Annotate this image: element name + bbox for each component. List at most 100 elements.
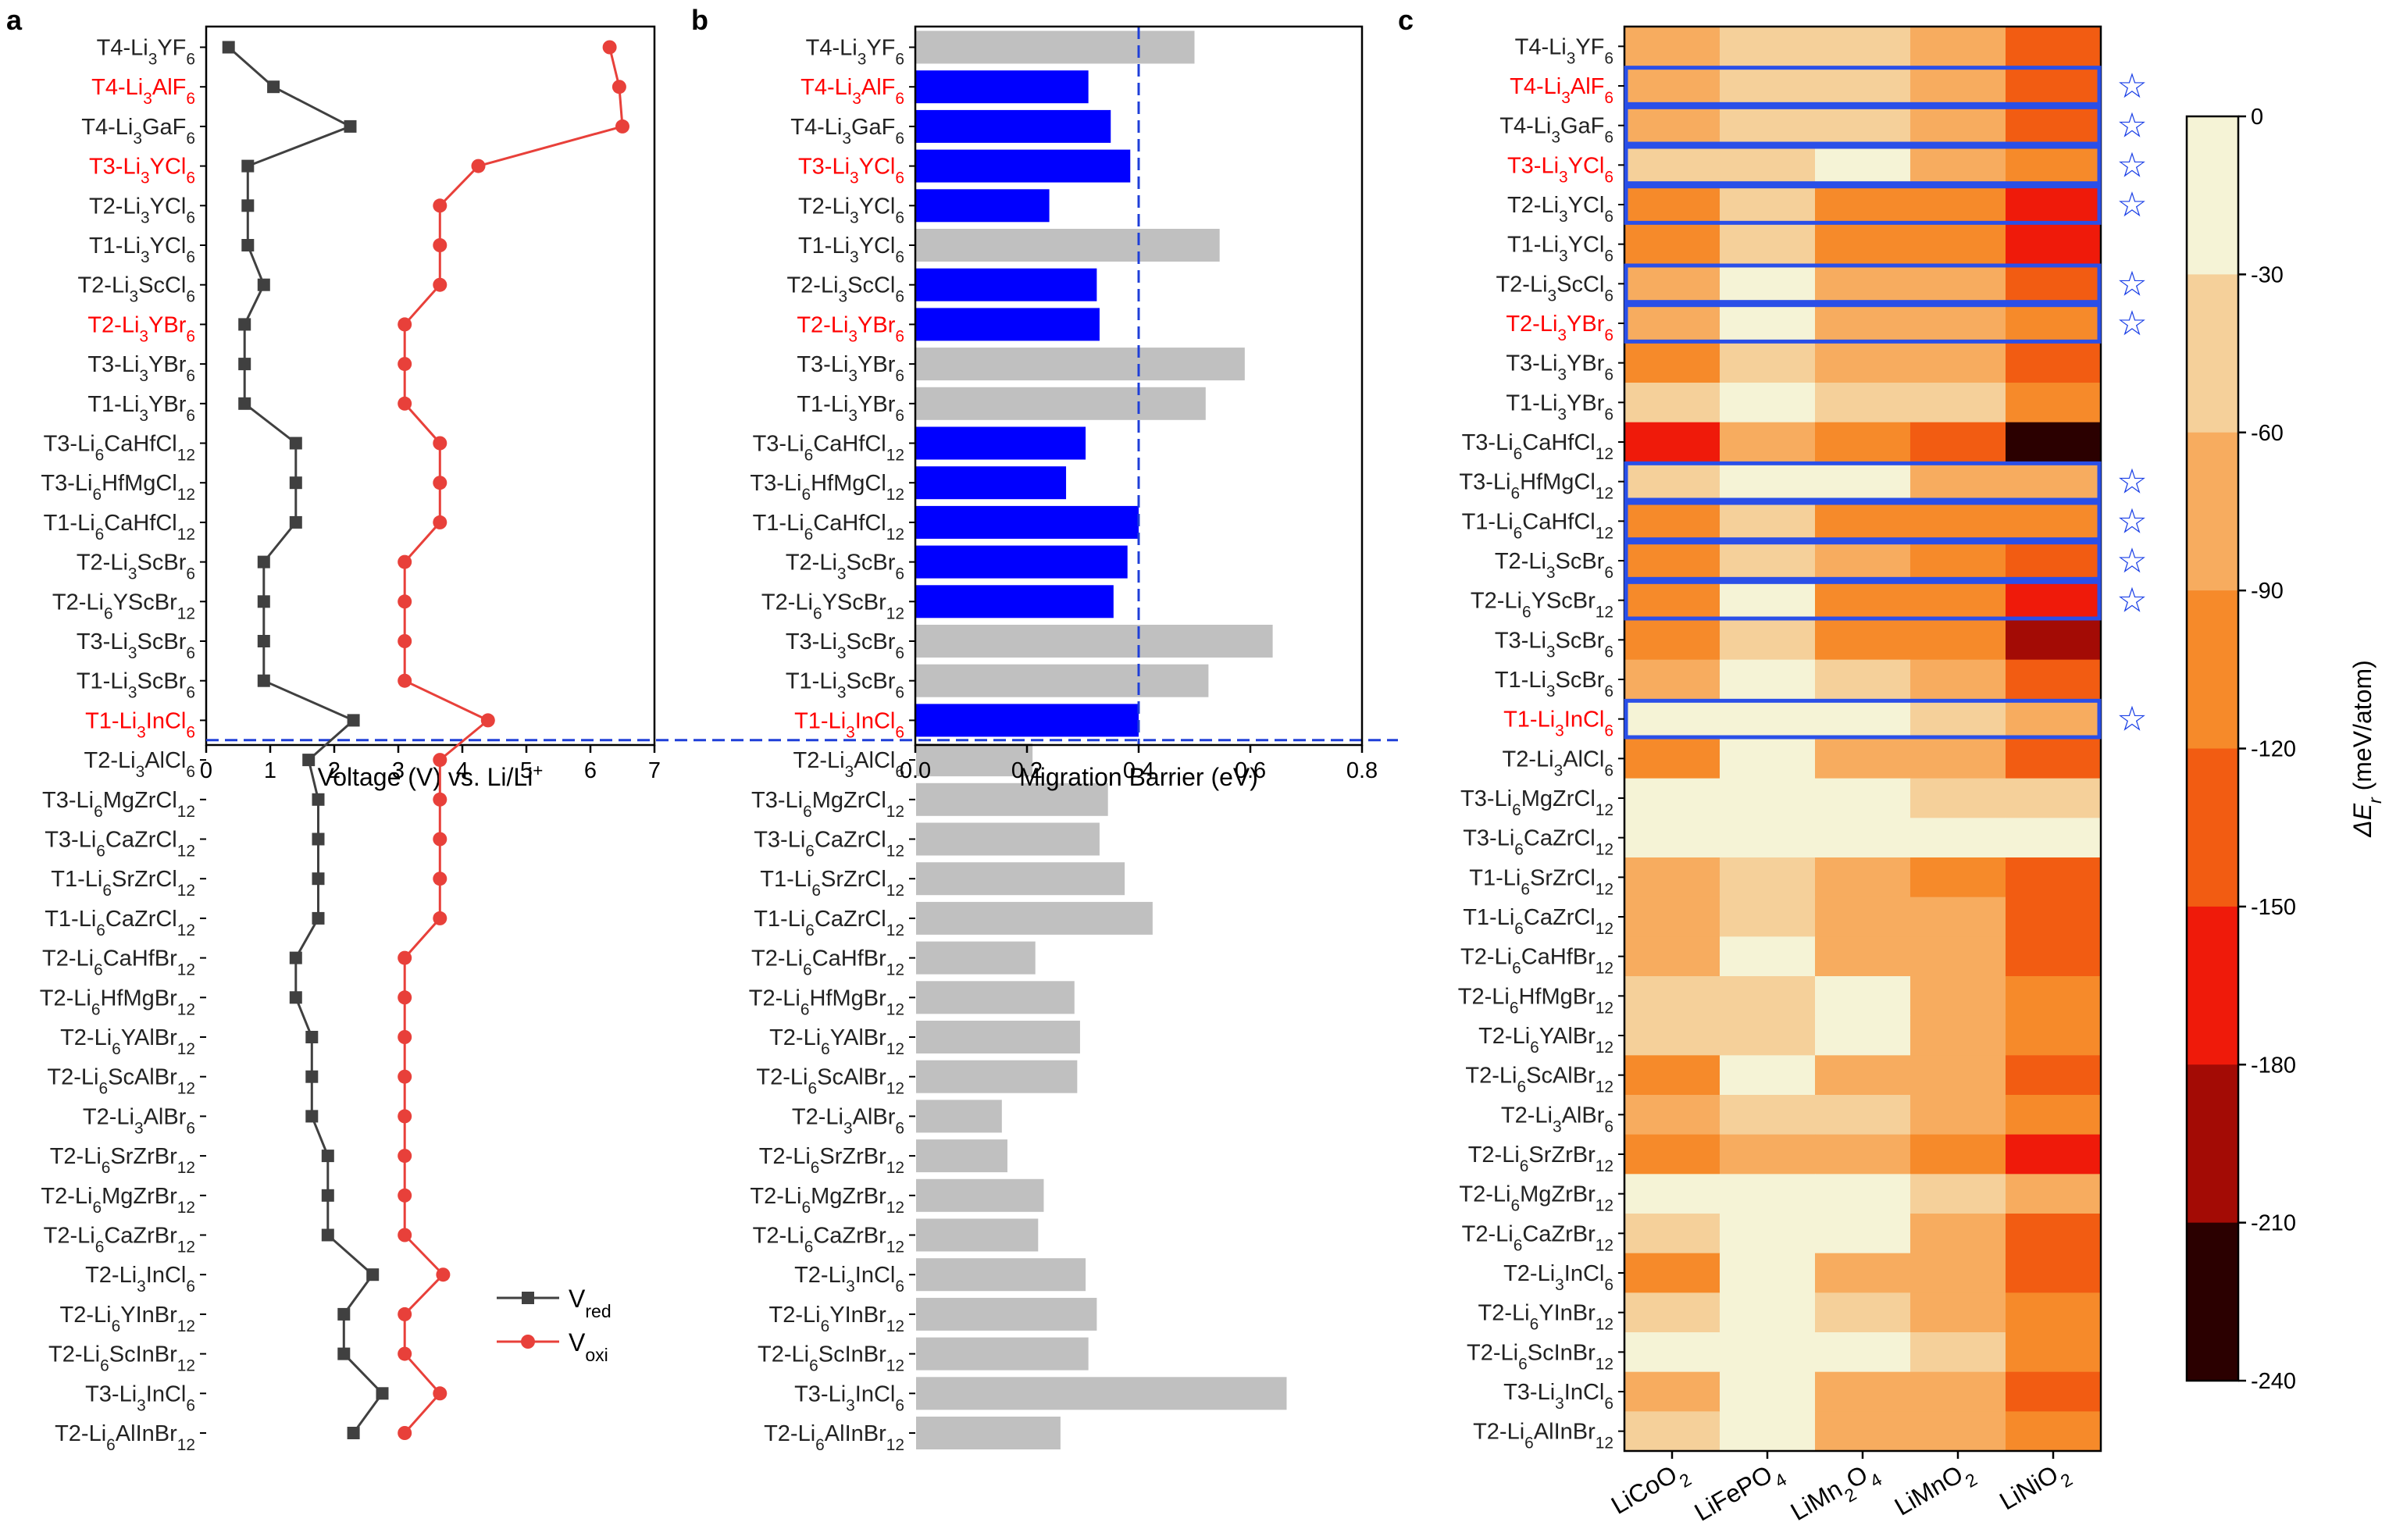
bar-highlighted [916,189,1050,223]
subscript: 3 [1559,208,1568,226]
heatmap-cell [1720,1134,1816,1175]
legend-label: Vred [569,1285,612,1321]
subscript: 6 [186,683,195,701]
heatmap-cell [2006,66,2102,106]
text-part: ScBr [847,629,896,654]
text-part: T4-Li [97,36,148,61]
text-part: T2-Li [60,1025,112,1050]
heatmap-cell [1815,343,1911,383]
y-tick-label: T2-Li6MgZrBr12 [41,1184,195,1217]
y-tick-label: T4-Li3GaF6 [81,115,195,148]
text-part: T2-Li [47,1065,98,1090]
text-part: T2-Li [1478,1024,1530,1049]
subscript: 6 [895,1278,904,1296]
text-part: T2-Li [77,551,128,576]
text-part: T2-Li [40,986,91,1011]
text-part: T2-Li [41,1184,92,1209]
y-tick-label: T4-Li3YF6 [806,36,904,69]
subscript: 12 [886,1198,904,1216]
y-tick-label: T2-Li3ScCl6 [77,273,195,306]
subscript: 6 [895,565,904,583]
subscript: 3 [130,287,139,305]
subscript: 3 [137,723,146,741]
subscript: 3 [1555,1395,1564,1413]
text-part: ScAlBr [1526,1064,1596,1089]
y-tick-label: T1-Li3InCl6 [794,708,904,741]
text-part: ScCl [1556,272,1604,297]
heatmap-cell [1815,1214,1911,1254]
heatmap-cell [1720,462,1816,502]
y-tick-label: T1-Li6SrZrCl12 [760,867,904,900]
bar-highlighted [916,109,1111,143]
heatmap-cell [1720,264,1816,305]
bar-highlighted [916,505,1139,539]
subscript: 3 [148,50,158,68]
y-tick-label: T2-Li6AlInBr12 [1473,1420,1613,1453]
y-tick-label: T2-Li6ScInBr12 [1467,1340,1613,1373]
text-part: T2-Li [786,273,838,298]
point-Vred [241,159,255,173]
text-part: T2-Li [753,1224,804,1249]
text-part: T2-Li [794,1263,846,1288]
heatmap-cell [1720,699,1816,740]
heatmap-cell [1720,580,1816,621]
highlight-box [1624,144,2102,186]
subscript: 3 [137,1396,146,1414]
legend-marker [521,1335,535,1349]
text-part: T2-Li [1503,1261,1555,1286]
y-tick-label: T2-Li3YCl6 [798,194,904,226]
subscript: 6 [1514,1236,1523,1254]
heatmap-cell [1910,580,2006,621]
heatmap-cell [1910,659,2006,700]
bar-highlighted [916,149,1131,183]
subscript: 6 [186,763,195,781]
y-tick-label: T4-Li3AlF6 [91,75,195,108]
text-part: SrZrBr [110,1144,177,1169]
y-tick-label: T2-Li3AlBr6 [83,1104,195,1137]
subscript: 6 [895,50,904,68]
text-part: MgZrCl [812,788,886,813]
point-Vred [241,239,255,251]
text-part: T3-Li [1460,786,1512,811]
highlight-box [1624,184,2102,225]
colorbar-segment [2187,748,2238,907]
heatmap-cell [2006,1411,2102,1452]
heatmap-cell [2006,501,2102,542]
text-part: YAlBr [121,1025,177,1050]
heatmap-cell [1815,1371,1911,1412]
point-Voxi [612,80,626,94]
y-tick-label: T4-Li3GaF6 [1499,114,1613,147]
heatmap-cell [1720,66,1816,106]
subscript: 6 [1510,1196,1520,1214]
subscript: 12 [1596,959,1613,977]
heatmap-cell [1624,27,1720,67]
y-tick-label: T2-Li3ScBr6 [786,551,904,583]
y-tick-label: T2-Li6CaZrBr12 [753,1224,904,1257]
subscript: 6 [96,842,105,860]
y-tick-label: T1-Li3YBr6 [1506,390,1613,423]
heatmap-cell [1815,184,1911,225]
colorbar-tick-label: -180 [2251,1053,2296,1078]
subscript: 6 [895,683,904,701]
y-tick-label: T2-Li3YBr6 [797,312,904,345]
subscript: 12 [886,1317,904,1335]
subscript: 6 [1514,840,1524,858]
point-Voxi [433,832,447,847]
y-tick-label: T3-Li3YCl6 [1507,153,1613,186]
subscript: 6 [95,446,105,464]
text-part: SrZrCl [821,867,886,892]
heatmap-cell [2006,27,2102,67]
star-icon: ☆ [2116,700,2147,739]
text-part: V [569,1285,586,1313]
text-part: YBr [858,312,896,337]
text-part: YBr [148,392,187,417]
heatmap-cell [1910,184,2006,225]
subscript: 3 [1553,1118,1562,1135]
heatmap-cell [1624,1253,1720,1293]
subscript: 3 [136,763,145,781]
heatmap-cell [2006,343,2102,383]
text-part: AlF [152,75,187,100]
point-Vred [289,515,302,529]
text-part: YBr [148,352,187,377]
subscript: 3 [141,169,150,187]
